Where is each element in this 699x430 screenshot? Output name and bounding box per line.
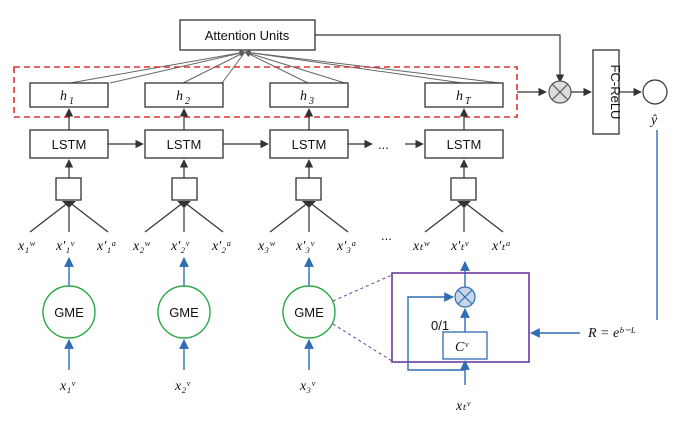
gme-module-3: GME x₃ᵛ (282, 257, 336, 394)
hidden-state-h1: h 1 (29, 82, 109, 108)
svg-text:LSTM: LSTM (167, 137, 202, 152)
cv-label: Cᵛ (455, 340, 469, 355)
lstm-cell-3: LSTM (269, 129, 349, 159)
svg-text:LSTM: LSTM (292, 137, 327, 152)
hidden-state-h2: h 2 (144, 82, 224, 108)
lstm-cell-1: LSTM (29, 129, 109, 159)
hidden-label-hT: h (456, 89, 463, 104)
hidden-label-h1: h (60, 89, 67, 104)
fc-relu-label: FC-ReLU (608, 65, 623, 120)
input-v-3: x′₃ᵛ (295, 239, 315, 254)
svg-text:LSTM: LSTM (52, 137, 87, 152)
zoom-connector-bottom (332, 323, 393, 362)
hidden-label-h2: h (176, 89, 183, 104)
attention-output-line (315, 34, 565, 83)
lstm-ellipsis: ... (378, 137, 389, 152)
gate-label: 0/1 (431, 318, 449, 333)
hidden-states-highlight (13, 66, 518, 118)
svg-text:GME: GME (294, 305, 324, 320)
output-node (642, 79, 668, 105)
cv-box (442, 331, 488, 360)
lstm-cell-T: LSTM (424, 129, 504, 159)
input-w-2: x₂ʷ (132, 239, 151, 254)
input-a-2: x′₂ᵃ (211, 239, 232, 254)
svg-text:3: 3 (308, 96, 314, 107)
input-v-1: x′₁ᵛ (55, 239, 75, 254)
lstm-to-hidden-arrows (64, 108, 469, 130)
raw-input-3: x₃ᵛ (299, 379, 316, 394)
svg-text:1: 1 (69, 96, 74, 107)
input-ellipsis: ... (381, 228, 392, 243)
lstm-cell-2: LSTM (144, 129, 224, 159)
svg-text:T: T (465, 96, 472, 107)
input-a-1: x′₁ᵃ (96, 239, 117, 254)
raw-input-1: x₁ᵛ (59, 379, 76, 394)
concat-boxes (55, 159, 477, 201)
input-v-2: x′₂ᵛ (170, 239, 190, 254)
input-fan-lines (29, 201, 504, 233)
hidden-state-h3: h 3 (269, 82, 349, 108)
detail-input-label: xₜᵛ (455, 399, 471, 414)
gme-module-1: GME x₁ᵛ (42, 257, 96, 394)
attention-units-box (179, 19, 316, 51)
zoom-connector-top (332, 274, 393, 302)
attention-units-label: Attention Units (205, 28, 290, 43)
svg-text:GME: GME (54, 305, 84, 320)
reward-formula: R = eᵇ⁻ᴸ (587, 326, 636, 341)
skip-connection (407, 292, 465, 371)
output-label: ŷ (649, 113, 658, 128)
svg-text:2: 2 (185, 96, 190, 107)
svg-text:LSTM: LSTM (447, 137, 482, 152)
gate-multiply (454, 286, 476, 308)
lstm-recurrent-arrows: ... (108, 137, 424, 152)
gme-module-2: GME x₂ᵛ (157, 257, 211, 394)
input-w-1: x₁ʷ (17, 239, 36, 254)
output-multiply (548, 80, 572, 104)
input-w-3: x₃ʷ (257, 239, 276, 254)
svg-text:GME: GME (169, 305, 199, 320)
hidden-state-hT: h T (424, 82, 504, 108)
input-a-T: x′ₜᵃ (491, 239, 511, 254)
input-labels: x₁ʷ x′₁ᵛ x′₁ᵃ x₂ʷ x′₂ᵛ x′₂ᵃ x₃ʷ x′₃ᵛ x′₃… (17, 228, 511, 254)
raw-input-2: x₂ᵛ (174, 379, 191, 394)
input-v-T: x′ₜᵛ (450, 239, 469, 254)
hidden-label-h3: h (300, 89, 307, 104)
input-w-T: xₜʷ (412, 239, 430, 254)
input-a-3: x′₃ᵃ (336, 239, 357, 254)
